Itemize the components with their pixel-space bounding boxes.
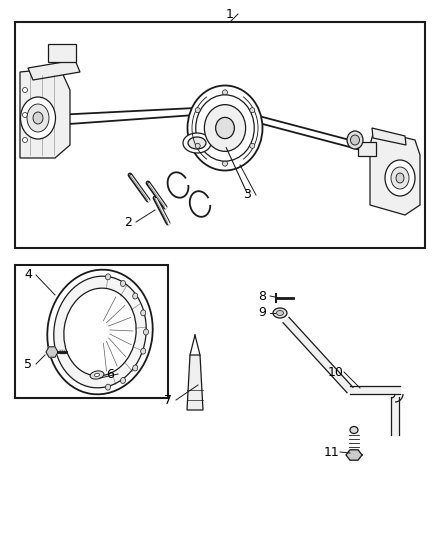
Ellipse shape: [391, 167, 409, 189]
Polygon shape: [391, 397, 399, 435]
Ellipse shape: [95, 374, 99, 376]
Polygon shape: [28, 60, 80, 80]
Ellipse shape: [64, 288, 136, 376]
Ellipse shape: [106, 384, 110, 390]
Text: 3: 3: [243, 189, 251, 201]
Ellipse shape: [47, 270, 153, 394]
Ellipse shape: [223, 90, 227, 95]
Ellipse shape: [396, 173, 404, 183]
FancyBboxPatch shape: [358, 142, 376, 156]
Text: 10: 10: [328, 366, 344, 378]
FancyBboxPatch shape: [48, 44, 76, 62]
Polygon shape: [20, 68, 70, 158]
Polygon shape: [370, 130, 420, 215]
Ellipse shape: [141, 310, 146, 316]
Text: 1: 1: [226, 7, 234, 20]
Polygon shape: [350, 386, 400, 394]
Ellipse shape: [54, 276, 146, 388]
Text: 9: 9: [258, 306, 266, 319]
Text: 4: 4: [24, 269, 32, 281]
Ellipse shape: [27, 104, 49, 132]
Ellipse shape: [183, 133, 211, 153]
Ellipse shape: [144, 329, 148, 335]
Ellipse shape: [22, 112, 28, 117]
Ellipse shape: [187, 85, 262, 171]
Bar: [15, 22, 425, 248]
Ellipse shape: [385, 160, 415, 196]
Ellipse shape: [350, 426, 358, 433]
Bar: [15, 265, 168, 398]
Text: 5: 5: [24, 358, 32, 370]
Text: 6: 6: [106, 367, 114, 381]
Text: 8: 8: [258, 289, 266, 303]
Text: 2: 2: [124, 215, 132, 229]
Ellipse shape: [273, 308, 287, 318]
Ellipse shape: [90, 371, 104, 379]
Ellipse shape: [276, 311, 283, 316]
Ellipse shape: [133, 293, 138, 299]
Ellipse shape: [350, 135, 360, 145]
Polygon shape: [283, 317, 353, 393]
Ellipse shape: [347, 131, 363, 149]
Text: 7: 7: [164, 393, 172, 407]
Ellipse shape: [195, 108, 200, 112]
Ellipse shape: [33, 112, 43, 124]
Ellipse shape: [120, 377, 126, 383]
Ellipse shape: [106, 274, 110, 280]
Ellipse shape: [223, 161, 227, 166]
Ellipse shape: [250, 108, 255, 112]
Ellipse shape: [120, 280, 126, 287]
Ellipse shape: [22, 87, 28, 93]
Polygon shape: [372, 128, 406, 145]
Ellipse shape: [188, 137, 206, 149]
Polygon shape: [46, 347, 58, 357]
Ellipse shape: [215, 117, 234, 139]
Ellipse shape: [21, 97, 56, 139]
Ellipse shape: [205, 104, 246, 151]
Polygon shape: [187, 355, 203, 410]
Ellipse shape: [22, 138, 28, 142]
Polygon shape: [346, 450, 362, 460]
Ellipse shape: [195, 143, 200, 148]
Ellipse shape: [141, 348, 146, 354]
Ellipse shape: [133, 365, 138, 371]
Text: 11: 11: [324, 446, 340, 458]
Ellipse shape: [196, 95, 254, 161]
Ellipse shape: [250, 143, 255, 148]
